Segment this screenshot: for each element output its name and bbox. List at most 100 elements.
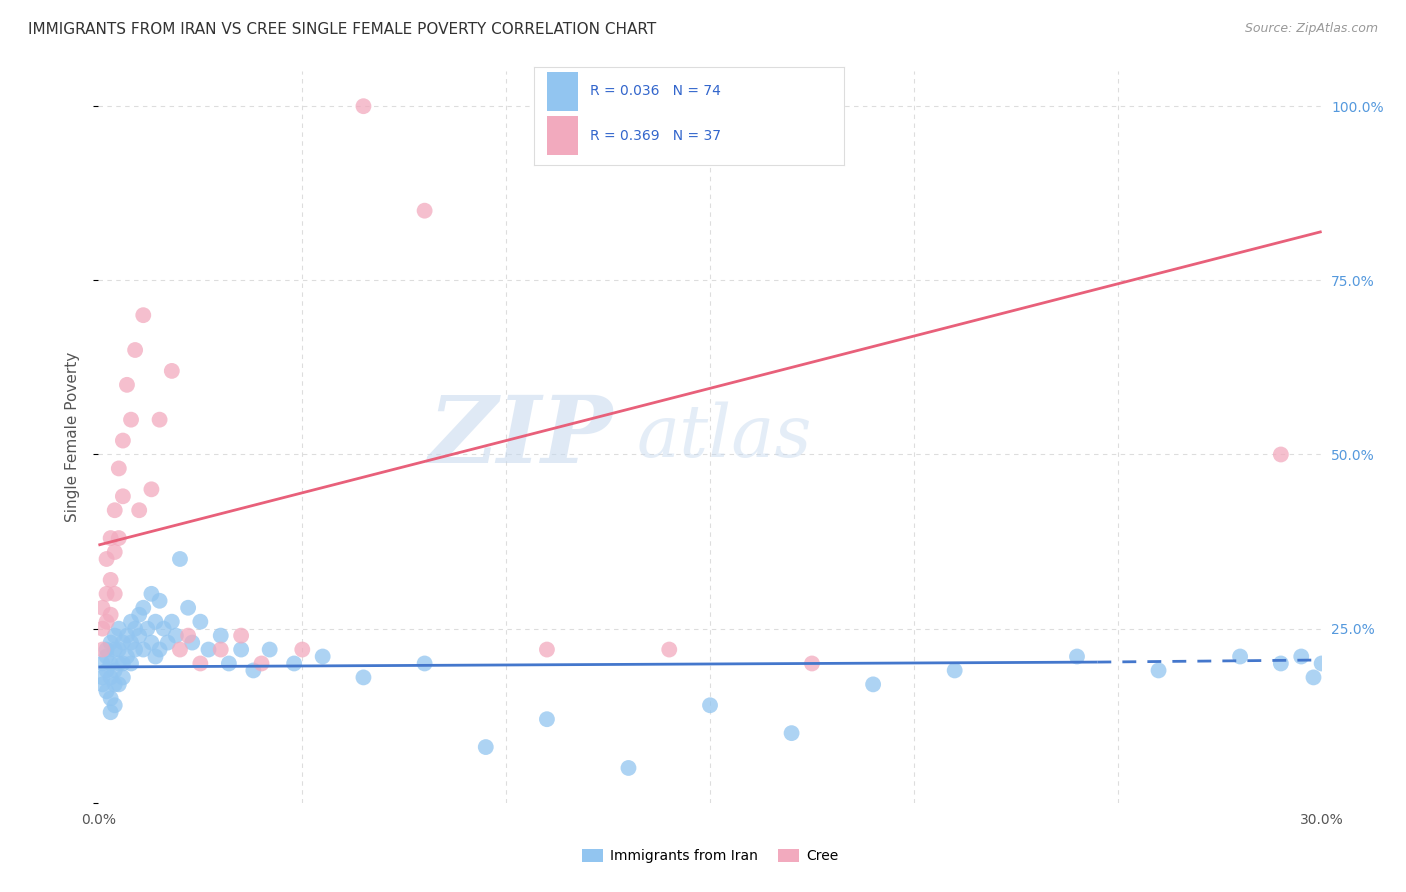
Point <box>100 657 122 671</box>
Point <box>188 657 212 671</box>
Point <box>100 705 122 719</box>
Point <box>111 657 134 671</box>
Point <box>108 677 131 691</box>
Point <box>100 531 122 545</box>
Point <box>141 587 163 601</box>
Bar <box>547 72 578 112</box>
Point <box>96 587 118 601</box>
Point <box>1270 657 1292 671</box>
Point <box>209 629 232 643</box>
Point <box>111 489 134 503</box>
Point <box>132 642 155 657</box>
Point <box>943 664 966 678</box>
Point <box>91 622 114 636</box>
Point <box>165 629 187 643</box>
Point <box>536 642 558 657</box>
Point <box>124 343 146 357</box>
Point <box>1302 670 1324 684</box>
Point <box>699 698 721 713</box>
Point <box>91 670 114 684</box>
Point <box>188 615 212 629</box>
Point <box>145 649 167 664</box>
Point <box>104 664 127 678</box>
Point <box>259 642 281 657</box>
Point <box>120 635 142 649</box>
Point <box>801 657 824 671</box>
Point <box>108 531 131 545</box>
Point <box>96 684 118 698</box>
Point <box>209 642 232 657</box>
Point <box>136 622 159 636</box>
Point <box>120 412 142 426</box>
Bar <box>547 116 578 155</box>
Legend: Immigrants from Iran, Cree: Immigrants from Iran, Cree <box>576 844 844 869</box>
Point <box>160 615 183 629</box>
Y-axis label: Single Female Poverty: Single Female Poverty <box>65 352 80 522</box>
Point <box>111 670 134 684</box>
Point <box>413 657 436 671</box>
Point <box>111 635 134 649</box>
Point <box>128 629 150 643</box>
Point <box>231 642 253 657</box>
Point <box>181 635 204 649</box>
Point <box>132 308 155 322</box>
Point <box>160 364 183 378</box>
Point <box>152 622 174 636</box>
Point <box>115 629 138 643</box>
Point <box>1147 664 1170 678</box>
Point <box>312 649 335 664</box>
Point <box>149 642 172 657</box>
Point <box>141 635 163 649</box>
Point <box>617 761 640 775</box>
Point <box>128 503 150 517</box>
Point <box>231 629 253 643</box>
Text: R = 0.369   N = 37: R = 0.369 N = 37 <box>591 128 721 143</box>
Point <box>124 622 146 636</box>
Point <box>120 615 142 629</box>
Point <box>291 642 314 657</box>
Point <box>91 600 114 615</box>
Point <box>111 434 134 448</box>
Point <box>413 203 436 218</box>
Point <box>96 642 118 657</box>
Point <box>862 677 884 691</box>
Text: R = 0.036   N = 74: R = 0.036 N = 74 <box>591 85 721 98</box>
Point <box>104 642 127 657</box>
Point <box>1229 649 1251 664</box>
Point <box>141 483 163 497</box>
Point <box>96 552 118 566</box>
Point <box>100 607 122 622</box>
Point <box>250 657 273 671</box>
Point <box>474 740 498 755</box>
Point <box>1270 448 1292 462</box>
Point <box>1310 657 1333 671</box>
Point <box>780 726 803 740</box>
Point <box>104 629 127 643</box>
Point <box>96 664 118 678</box>
Text: ZIP: ZIP <box>427 392 612 482</box>
Point <box>91 642 114 657</box>
Point <box>104 698 127 713</box>
Point <box>91 657 114 671</box>
Point <box>177 629 200 643</box>
Text: IMMIGRANTS FROM IRAN VS CREE SINGLE FEMALE POVERTY CORRELATION CHART: IMMIGRANTS FROM IRAN VS CREE SINGLE FEMA… <box>28 22 657 37</box>
Point <box>352 670 374 684</box>
Text: Source: ZipAtlas.com: Source: ZipAtlas.com <box>1244 22 1378 36</box>
Point <box>100 573 122 587</box>
Text: atlas: atlas <box>637 401 813 473</box>
Point <box>124 642 146 657</box>
Point <box>149 594 172 608</box>
Point <box>1291 649 1313 664</box>
Point <box>120 657 142 671</box>
Point <box>100 635 122 649</box>
Point <box>96 615 118 629</box>
Point <box>104 503 127 517</box>
Point <box>197 642 219 657</box>
Point <box>1066 649 1088 664</box>
Point <box>132 600 155 615</box>
Point <box>108 657 131 671</box>
Point <box>91 677 114 691</box>
Point <box>128 607 150 622</box>
Point <box>108 461 131 475</box>
Point <box>169 552 191 566</box>
